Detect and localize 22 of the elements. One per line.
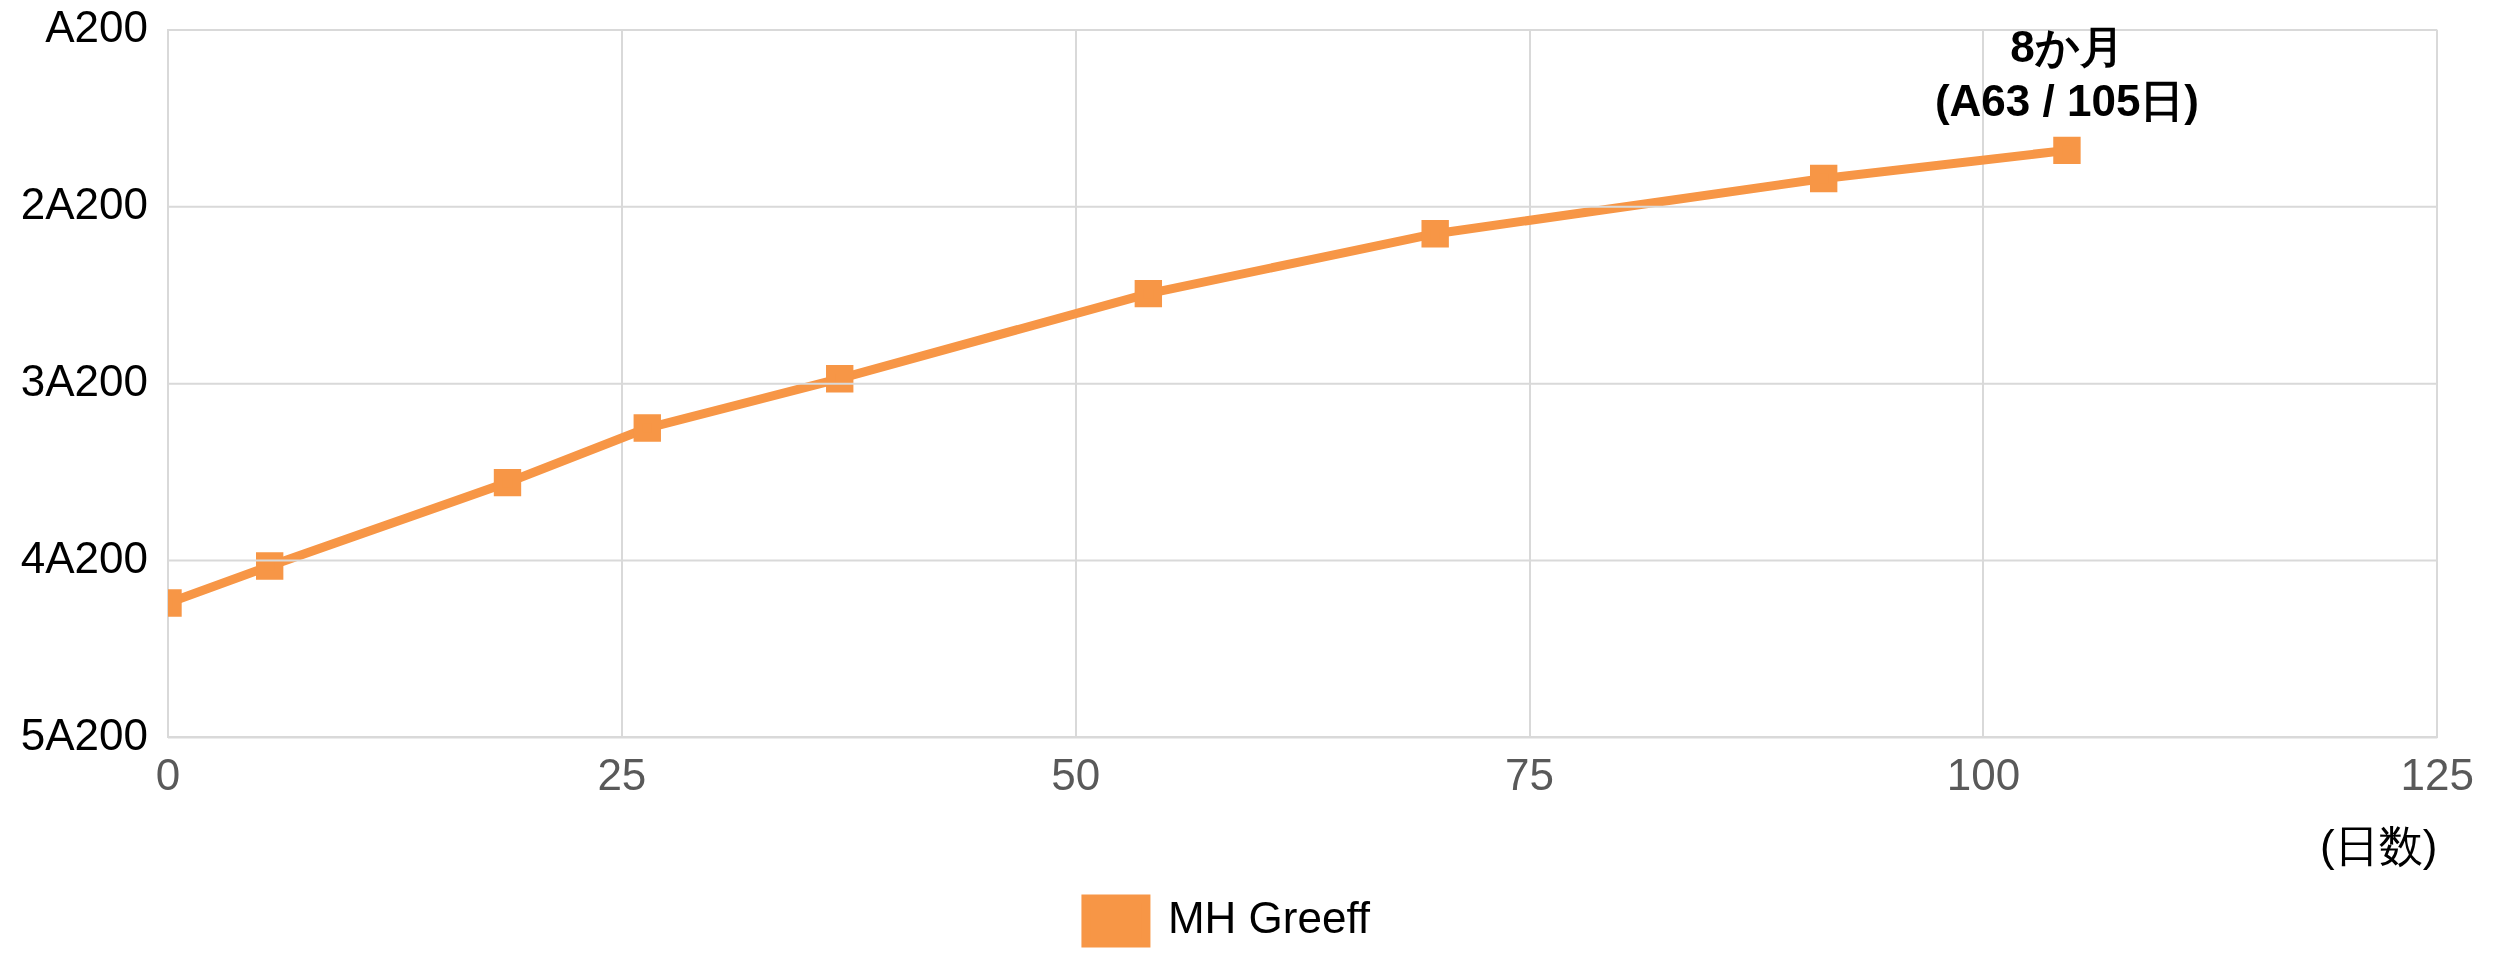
x-tick-label: 0 bbox=[155, 749, 181, 799]
point bbox=[2053, 136, 2081, 165]
text: 5A200 bbox=[20, 709, 148, 759]
annotation: 8か月 (A63 / 105日) bbox=[1934, 22, 2199, 126]
x-tick-label: 50 bbox=[1051, 749, 1101, 799]
point bbox=[633, 414, 661, 442]
x-tick-label: 25 bbox=[597, 749, 647, 799]
x-tick-label: 75 bbox=[1505, 749, 1555, 799]
text: 3A200 bbox=[20, 355, 148, 405]
point bbox=[1421, 220, 1449, 248]
point bbox=[826, 365, 854, 393]
point bbox=[255, 552, 284, 580]
legend-label: MH Greeff bbox=[1167, 893, 1371, 943]
text: 4A200 bbox=[20, 532, 148, 582]
x-axis-title: (日数) bbox=[2319, 820, 2438, 870]
text: A200 bbox=[45, 2, 148, 52]
x-tick-label: 100 bbox=[1946, 749, 2021, 799]
point bbox=[493, 468, 522, 497]
x-tick-label: 125 bbox=[2400, 749, 2474, 799]
point bbox=[1134, 279, 1163, 308]
text: 2A200 bbox=[20, 178, 148, 228]
point bbox=[1809, 164, 1838, 193]
